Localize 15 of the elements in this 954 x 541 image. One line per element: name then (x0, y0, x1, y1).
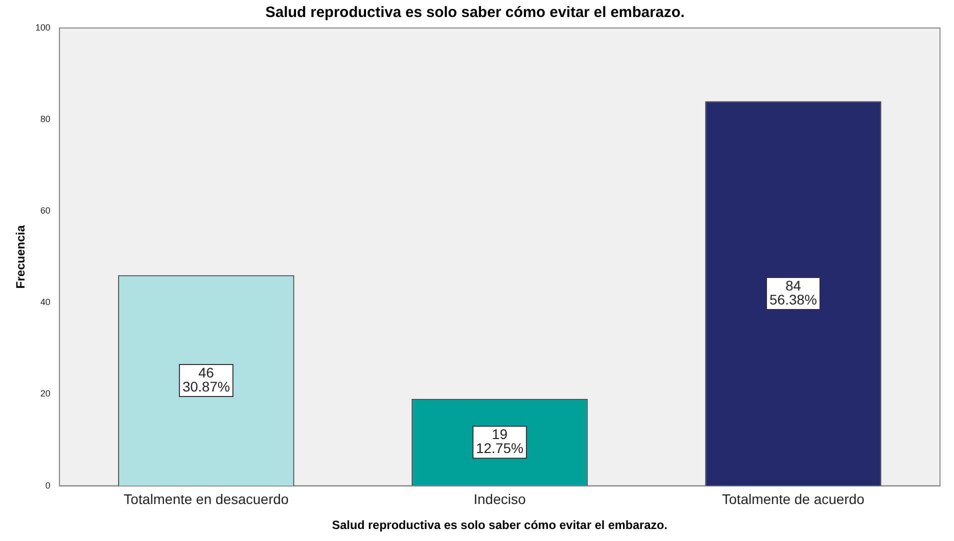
data-label: 84 56.38% (769, 277, 817, 308)
x-tick-label: Totalmente de acuerdo (722, 491, 865, 508)
y-tick-label: 60 (40, 206, 50, 216)
y-tick-label: 80 (40, 114, 50, 124)
x-axis-title: Salud reproductiva es solo saber cómo evitar el embarazo. (332, 518, 668, 532)
x-tick-label: Totalmente en desacuerdo (124, 491, 289, 508)
data-label: 46 30.87% (182, 364, 230, 394)
y-tick-label: 0 (45, 480, 50, 490)
x-tick-label: Indeciso (474, 491, 526, 508)
chart-title: Salud reproductiva es solo saber cómo evitar el embarazo. (265, 4, 685, 22)
y-tick-label: 100 (35, 22, 50, 32)
y-tick-label: 20 (40, 388, 50, 399)
data-label: 19 12.75% (476, 426, 524, 456)
y-axis-title: Frecuencia (14, 224, 28, 289)
y-tick-label: 40 (40, 297, 50, 308)
